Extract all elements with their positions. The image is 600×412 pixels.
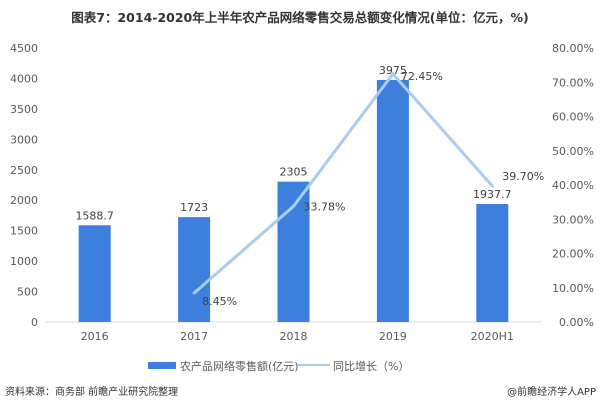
left-tick-label: 4500 xyxy=(10,42,38,55)
chart-title: 图表7：2014-2020年上半年农产品网络零售交易总额变化情况(单位：亿元，%… xyxy=(71,10,528,25)
right-tick-label: 70.00% xyxy=(552,76,594,89)
line-point xyxy=(292,204,295,208)
line-data-label: 8.45% xyxy=(202,295,237,308)
left-tick-label: 1000 xyxy=(10,255,38,268)
bar xyxy=(178,217,211,322)
bar-data-label: 3975 xyxy=(379,64,407,77)
credit: @前瞻经济学人APP xyxy=(507,385,596,398)
line-point xyxy=(490,184,494,188)
left-tick-label: 3500 xyxy=(10,103,38,116)
right-tick-label: 20.00% xyxy=(552,248,594,261)
bar xyxy=(376,79,409,322)
x-tick-label: 2019 xyxy=(379,330,407,343)
bar-data-label: 2305 xyxy=(280,166,308,179)
line-data-label: 39.70% xyxy=(502,170,544,183)
left-tick-label: 500 xyxy=(17,286,38,299)
line-data-label: 33.78% xyxy=(304,200,346,213)
line-point xyxy=(391,72,395,76)
right-tick-label: 0.00% xyxy=(559,316,594,329)
bar xyxy=(78,225,111,322)
right-tick-label: 60.00% xyxy=(552,111,594,124)
x-tick-label: 2017 xyxy=(180,330,208,343)
left-tick-label: 3000 xyxy=(10,133,38,146)
source-note: 资料来源：商务部 前瞻产业研究院整理 xyxy=(5,385,178,398)
left-tick-label: 4000 xyxy=(10,72,38,85)
bar-data-label: 1723 xyxy=(180,201,208,214)
legend-label-bar: 农产品网络零售额(亿元) xyxy=(180,359,299,373)
left-tick-label: 1500 xyxy=(10,225,38,238)
right-tick-label: 50.00% xyxy=(552,145,594,158)
right-tick-label: 40.00% xyxy=(552,179,594,192)
x-tick-label: 2016 xyxy=(81,330,109,343)
legend: 农产品网络零售额(亿元) 同比增长（%） xyxy=(148,359,409,373)
line-data-label: 72.45% xyxy=(401,70,443,83)
left-tick-label: 2000 xyxy=(10,194,38,207)
legend-label-line: 同比增长（%） xyxy=(333,359,409,373)
bar-data-label: 1937.7 xyxy=(473,188,512,201)
right-tick-label: 30.00% xyxy=(552,213,594,226)
right-tick-label: 80.00% xyxy=(552,42,594,55)
bar-data-label: 1588.7 xyxy=(75,209,114,222)
growth-line xyxy=(193,71,494,295)
line-point xyxy=(192,291,196,295)
left-tick-label: 2500 xyxy=(10,164,38,177)
right-tick-label: 10.00% xyxy=(552,282,594,295)
legend-swatch-bar xyxy=(148,362,176,369)
x-tick-label: 2018 xyxy=(280,330,308,343)
bar xyxy=(476,204,509,322)
x-tick-label: 2020H1 xyxy=(471,330,514,343)
left-tick-label: 0 xyxy=(31,316,38,329)
